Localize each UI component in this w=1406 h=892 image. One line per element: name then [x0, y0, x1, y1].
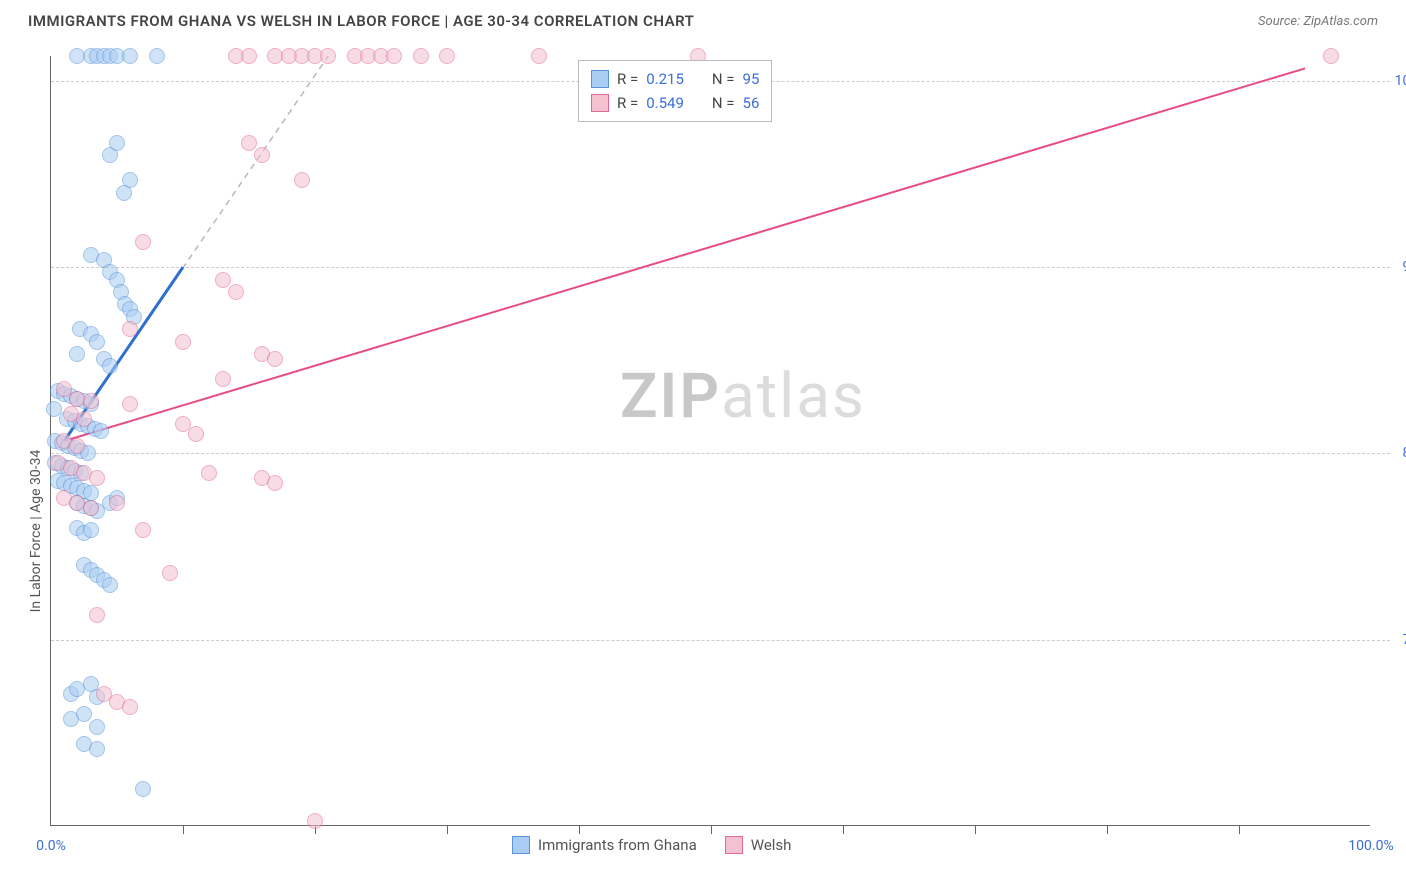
x-minor-tick	[183, 826, 184, 834]
scatter-point-welsh	[267, 351, 283, 367]
y-axis-title: In Labor Force | Age 30-34	[28, 450, 44, 613]
r-label: R =	[617, 67, 638, 91]
scatter-point-welsh	[294, 172, 310, 188]
scatter-point-ghana	[109, 135, 125, 151]
scatter-point-welsh	[1323, 48, 1339, 64]
scatter-point-welsh	[69, 438, 85, 454]
n-value: 95	[743, 67, 760, 91]
series-swatch	[591, 70, 609, 88]
stats-row: R = 0.215 N = 95	[591, 67, 759, 91]
scatter-point-welsh	[175, 334, 191, 350]
scatter-point-welsh	[267, 475, 283, 491]
correlation-stats-box: R = 0.215 N = 95 R = 0.549 N = 56	[578, 60, 772, 122]
x-tick-label: 100.0%	[1348, 838, 1393, 854]
scatter-point-welsh	[89, 607, 105, 623]
chart-title: IMMIGRANTS FROM GHANA VS WELSH IN LABOR …	[28, 12, 694, 30]
r-value: 0.549	[646, 91, 684, 115]
legend-item: Welsh	[725, 836, 792, 854]
source-attribution: Source: ZipAtlas.com	[1258, 14, 1378, 29]
scatter-point-ghana	[89, 719, 105, 735]
legend-label: Welsh	[751, 836, 792, 854]
scatter-point-welsh	[215, 371, 231, 387]
n-label: N =	[712, 67, 735, 91]
scatter-point-ghana	[89, 741, 105, 757]
x-minor-tick	[1239, 826, 1240, 834]
x-minor-tick	[1107, 826, 1108, 834]
scatter-point-welsh	[215, 272, 231, 288]
gridline	[51, 267, 1390, 268]
series-legend: Immigrants from Ghana Welsh	[512, 836, 791, 854]
scatter-point-welsh	[83, 393, 99, 409]
scatter-point-ghana	[116, 185, 132, 201]
scatter-point-welsh	[162, 565, 178, 581]
scatter-point-welsh	[439, 48, 455, 64]
y-tick-label: 92.5%	[1402, 259, 1406, 275]
scatter-point-welsh	[307, 813, 323, 829]
scatter-point-ghana	[149, 48, 165, 64]
scatter-point-welsh	[320, 48, 336, 64]
n-value: 56	[743, 91, 760, 115]
scatter-point-welsh	[413, 48, 429, 64]
scatter-point-ghana	[135, 781, 151, 797]
scatter-point-welsh	[83, 500, 99, 516]
scatter-point-welsh	[109, 495, 125, 511]
scatter-point-welsh	[241, 135, 257, 151]
scatter-point-welsh	[89, 470, 105, 486]
legend-item: Immigrants from Ghana	[512, 836, 697, 854]
x-minor-tick	[975, 826, 976, 834]
legend-swatch	[725, 836, 743, 854]
scatter-point-welsh	[188, 426, 204, 442]
trend-lines	[51, 56, 1371, 826]
r-value: 0.215	[646, 67, 684, 91]
legend-swatch	[512, 836, 530, 854]
scatter-point-ghana	[83, 522, 99, 538]
scatter-point-welsh	[135, 234, 151, 250]
scatter-point-welsh	[122, 699, 138, 715]
scatter-point-welsh	[386, 48, 402, 64]
r-label: R =	[617, 91, 638, 115]
y-tick-label: 77.5%	[1402, 632, 1406, 648]
series-swatch	[591, 94, 609, 112]
scatter-point-ghana	[89, 334, 105, 350]
y-tick-label: 85.0%	[1402, 445, 1406, 461]
y-tick-label: 100.0%	[1395, 73, 1406, 89]
scatter-point-welsh	[76, 411, 92, 427]
scatter-point-welsh	[201, 465, 217, 481]
scatter-point-ghana	[93, 423, 109, 439]
scatter-point-welsh	[135, 522, 151, 538]
n-label: N =	[712, 91, 735, 115]
x-minor-tick	[579, 826, 580, 834]
scatter-point-welsh	[122, 396, 138, 412]
gridline	[51, 453, 1390, 454]
scatter-point-welsh	[254, 147, 270, 163]
scatter-point-welsh	[241, 48, 257, 64]
scatter-point-ghana	[76, 706, 92, 722]
x-tick-label: 0.0%	[36, 838, 66, 854]
scatter-point-welsh	[122, 321, 138, 337]
scatter-point-ghana	[102, 577, 118, 593]
stats-row: R = 0.549 N = 56	[591, 91, 759, 115]
x-minor-tick	[447, 826, 448, 834]
x-minor-tick	[843, 826, 844, 834]
scatter-point-welsh	[228, 284, 244, 300]
scatter-point-welsh	[531, 48, 547, 64]
scatter-point-ghana	[122, 48, 138, 64]
legend-label: Immigrants from Ghana	[538, 836, 697, 854]
scatter-point-ghana	[102, 358, 118, 374]
x-minor-tick	[711, 826, 712, 834]
gridline	[51, 640, 1390, 641]
scatter-point-ghana	[69, 346, 85, 362]
chart-plot-area: 77.5%85.0%92.5%100.0%0.0%100.0%	[50, 56, 1370, 826]
